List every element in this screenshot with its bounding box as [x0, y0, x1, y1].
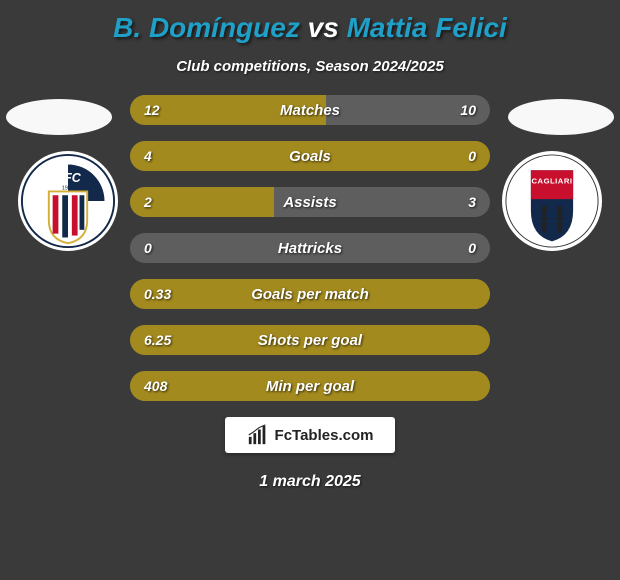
stat-label: Assists	[130, 187, 490, 217]
cagliari-badge: CAGLIARI	[502, 151, 602, 251]
svg-text:BFC: BFC	[55, 171, 82, 185]
stat-bar-row: 00Hattricks	[130, 233, 490, 263]
club-badge-left: BFC 1909	[18, 151, 118, 251]
stat-bar-row: 6.25Shots per goal	[130, 325, 490, 355]
stat-label: Goals per match	[130, 279, 490, 309]
player2-name: Mattia Felici	[347, 12, 507, 43]
date: 1 march 2025	[0, 473, 620, 491]
subtitle: Club competitions, Season 2024/2025	[0, 58, 620, 75]
player1-name: B. Domínguez	[113, 12, 300, 43]
stat-label: Min per goal	[130, 371, 490, 401]
stat-bar-row: 1210Matches	[130, 95, 490, 125]
svg-text:1909: 1909	[62, 185, 75, 191]
watermark: FcTables.com	[225, 417, 395, 453]
bologna-badge: BFC 1909	[18, 151, 118, 251]
chart-icon	[247, 424, 269, 446]
watermark-text: FcTables.com	[275, 427, 374, 444]
stat-label: Hattricks	[130, 233, 490, 263]
vs-text: vs	[308, 12, 339, 43]
player1-card-oval	[6, 99, 112, 135]
stat-bars: 1210Matches 40Goals 23Assists 00Hattricks 0.…	[130, 95, 490, 401]
stat-bar-row: 408Min per goal	[130, 371, 490, 401]
svg-text:CAGLIARI: CAGLIARI	[532, 177, 573, 186]
stat-label: Goals	[130, 141, 490, 171]
stat-bar-row: 0.33Goals per match	[130, 279, 490, 309]
club-badge-right: CAGLIARI	[502, 151, 602, 251]
stat-label: Matches	[130, 95, 490, 125]
stat-bar-row: 40Goals	[130, 141, 490, 171]
stat-label: Shots per goal	[130, 325, 490, 355]
stats-area: BFC 1909 CAGLIARI 1210Matches 40Goals 23As…	[0, 95, 620, 401]
page-title: B. Domínguez vs Mattia Felici	[0, 0, 620, 44]
stat-bar-row: 23Assists	[130, 187, 490, 217]
player2-card-oval	[508, 99, 614, 135]
